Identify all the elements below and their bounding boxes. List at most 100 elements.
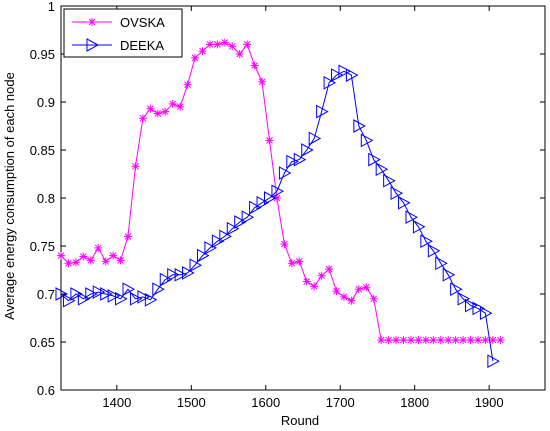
data-point-ovska: [191, 53, 200, 62]
data-point-ovska: [57, 251, 65, 260]
data-point-ovska: [168, 99, 177, 108]
y-tick-label: 0.8: [37, 191, 55, 206]
series-ovska: [57, 38, 505, 345]
x-axis-title: Round: [281, 413, 319, 428]
data-point-ovska: [339, 292, 348, 301]
data-point-deeka: [301, 143, 314, 157]
data-point-deeka: [256, 195, 270, 210]
data-point-ovska: [79, 252, 88, 261]
legend-label-deeka: DEEKA: [120, 38, 164, 53]
data-point-deeka: [219, 229, 232, 244]
x-tick-label: 1600: [251, 395, 280, 410]
series-line-deeka: [60, 70, 494, 362]
x-tick-label: 1800: [400, 395, 429, 410]
data-point-deeka: [286, 154, 299, 169]
data-point-ovska: [258, 77, 267, 86]
data-point-ovska: [71, 258, 80, 267]
legend-marker-deeka: [86, 38, 100, 52]
data-point-ovska: [406, 336, 415, 345]
data-point-deeka: [338, 64, 351, 79]
data-point-deeka: [405, 210, 419, 225]
data-point-ovska: [176, 102, 185, 111]
y-tick-label: 0.75: [30, 239, 55, 254]
y-tick-label: 0.85: [30, 143, 55, 158]
data-point-ovska: [444, 336, 453, 345]
data-point-ovska: [235, 50, 244, 58]
data-point-ovska: [488, 336, 497, 345]
data-point-ovska: [317, 271, 326, 280]
data-point-ovska: [310, 282, 319, 291]
x-axis: 1400 1500 1600 1700 1800 1900: [102, 6, 504, 410]
x-tick-label: 1400: [102, 395, 131, 410]
plot-area: [60, 5, 546, 391]
data-point-deeka: [159, 272, 173, 287]
data-point-deeka: [308, 131, 322, 146]
data-point-ovska: [429, 336, 438, 345]
data-point-ovska: [86, 256, 95, 265]
data-point-deeka: [479, 306, 493, 321]
data-point-ovska: [399, 336, 408, 345]
data-point-ovska: [414, 336, 423, 345]
data-point-deeka: [263, 191, 277, 205]
data-point-deeka: [412, 219, 426, 234]
data-point-deeka: [472, 301, 486, 316]
data-point-ovska: [205, 40, 214, 49]
data-point-deeka: [107, 289, 121, 303]
data-point-deeka: [398, 195, 411, 210]
data-point-deeka: [152, 282, 165, 297]
data-point-deeka: [62, 293, 76, 308]
data-point-ovska: [64, 259, 73, 268]
x-tick-label: 1700: [326, 395, 355, 410]
legend-box: [63, 8, 183, 58]
data-point-ovska: [473, 336, 482, 345]
data-point-ovska: [94, 243, 103, 252]
data-point-deeka: [271, 184, 284, 199]
data-point-deeka: [85, 287, 98, 301]
data-point-deeka: [241, 210, 255, 225]
legend-marker-ovska: [88, 18, 96, 26]
data-point-deeka: [226, 221, 240, 236]
data-point-deeka: [144, 292, 158, 307]
data-point-ovska: [377, 336, 386, 345]
data-point-ovska: [347, 296, 356, 305]
data-point-deeka: [100, 287, 113, 301]
data-point-deeka: [189, 258, 203, 273]
data-point-ovska: [421, 336, 430, 345]
data-point-deeka: [331, 68, 344, 82]
data-point-ovska: [302, 277, 311, 286]
data-point-ovska: [138, 114, 147, 123]
plot-frame: [60, 5, 546, 391]
data-point-deeka: [375, 162, 389, 177]
data-point-ovska: [101, 257, 110, 266]
data-point-deeka: [435, 256, 448, 271]
data-point-deeka: [465, 298, 478, 313]
data-point-ovska: [481, 336, 490, 345]
data-point-ovska: [287, 259, 296, 268]
data-point-deeka: [487, 354, 500, 369]
data-point-ovska: [325, 265, 334, 274]
data-point-deeka: [345, 68, 359, 82]
data-point-ovska: [198, 47, 207, 56]
data-point-deeka: [167, 267, 180, 282]
data-point-deeka: [174, 267, 188, 282]
data-point-deeka: [122, 282, 136, 297]
data-point-deeka: [182, 266, 195, 280]
data-point-ovska: [295, 257, 304, 266]
data-point-deeka: [450, 282, 463, 297]
data-point-ovska: [220, 38, 229, 47]
data-point-ovska: [369, 294, 378, 303]
data-point-ovska: [384, 336, 393, 345]
data-point-ovska: [265, 136, 274, 145]
data-point-deeka: [353, 119, 366, 133]
series-deeka: [55, 64, 500, 369]
data-point-ovska: [272, 194, 281, 202]
data-point-deeka: [383, 173, 396, 188]
data-point-ovska: [436, 336, 445, 345]
data-point-deeka: [211, 234, 225, 249]
data-point-ovska: [153, 109, 162, 118]
y-axis: 0.6 0.65 0.7 0.75 0.8 0.85 0.9 0.95 1: [30, 0, 545, 398]
x-tick-label: 1500: [177, 395, 206, 410]
data-point-ovska: [146, 104, 155, 113]
data-point-deeka: [115, 291, 128, 306]
data-point-ovska: [161, 107, 170, 116]
